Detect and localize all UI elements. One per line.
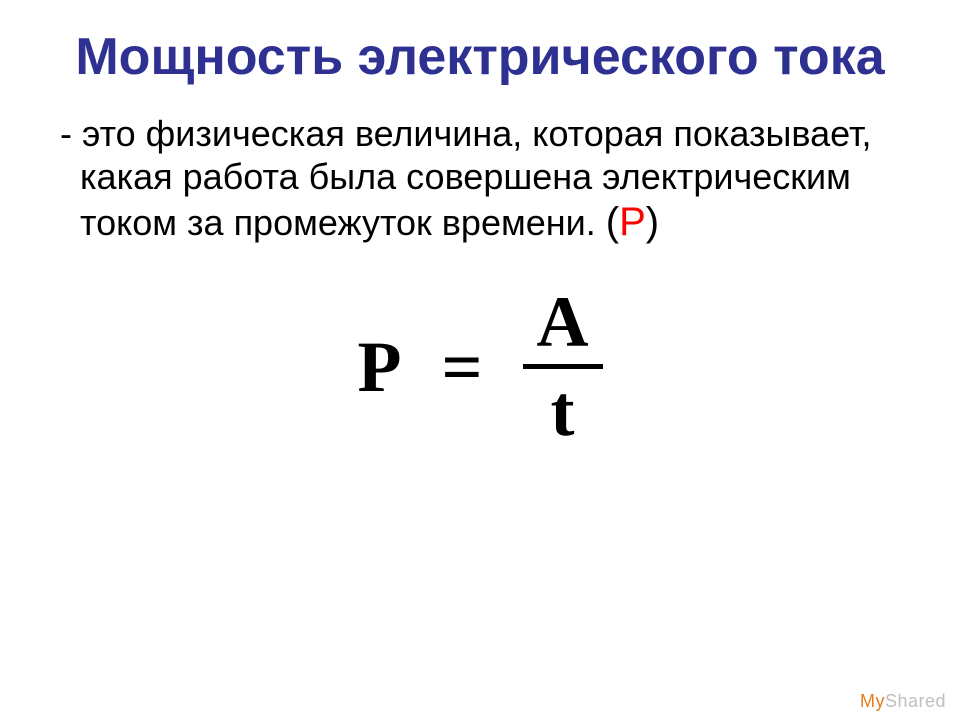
symbol-paren-close: ) [646, 200, 659, 244]
watermark-suffix: Shared [885, 691, 946, 711]
formula-equals: = [441, 331, 482, 403]
definition-paragraph: - это физическая величина, которая показ… [60, 112, 900, 246]
slide: Мощность электрического тока - это физич… [0, 0, 960, 720]
symbol-paren-open: ( [606, 200, 619, 244]
watermark: MyShared [860, 691, 946, 712]
watermark-prefix: My [860, 691, 885, 711]
definition-text: - это физическая величина, которая показ… [60, 113, 871, 243]
symbol-p: P [619, 200, 646, 244]
formula-denominator: t [537, 369, 589, 447]
formula-lhs: P [357, 331, 401, 403]
formula-fraction: A t [523, 286, 603, 447]
slide-title: Мощность электрического тока [60, 28, 900, 88]
formula: P = A t [60, 286, 900, 447]
formula-numerator: A [523, 286, 603, 364]
